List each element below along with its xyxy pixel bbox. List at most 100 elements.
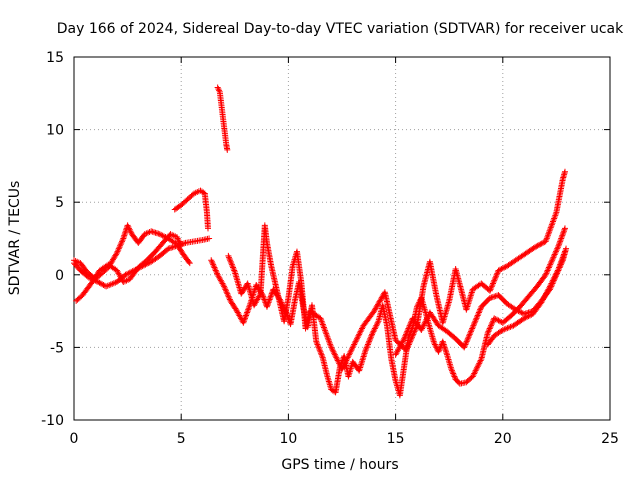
- x-tick-label: 20: [494, 431, 512, 447]
- data-point-marker: [362, 347, 369, 354]
- data-point-marker: [99, 281, 106, 288]
- data-point-marker: [92, 277, 99, 284]
- data-point-marker: [242, 313, 249, 320]
- data-point-marker: [369, 329, 376, 336]
- data-point-marker: [493, 271, 500, 278]
- data-point-marker: [556, 264, 563, 271]
- data-point-marker: [224, 146, 231, 153]
- data-point-marker: [221, 283, 228, 290]
- data-point-marker: [371, 325, 378, 332]
- data-point-marker: [341, 361, 348, 368]
- data-point-marker: [471, 370, 478, 377]
- data-point-marker: [113, 251, 120, 258]
- data-point-marker: [491, 315, 498, 322]
- series-track-g: [225, 168, 568, 373]
- data-point-marker: [267, 293, 274, 300]
- data-point-marker: [158, 231, 165, 238]
- data-point-marker: [230, 264, 237, 271]
- data-point-marker: [316, 345, 323, 352]
- data-point-marker: [555, 265, 562, 272]
- data-point-marker: [406, 322, 413, 329]
- data-point-marker: [100, 281, 107, 288]
- data-point-marker: [540, 239, 546, 246]
- plot-frame: [73, 56, 611, 421]
- data-point-marker: [471, 319, 478, 326]
- data-point-marker: [370, 328, 377, 335]
- data-point-marker: [405, 325, 412, 332]
- data-point-marker: [345, 353, 352, 360]
- data-point-marker: [559, 231, 566, 238]
- data-point-marker: [495, 317, 502, 324]
- data-point-marker: [435, 348, 442, 355]
- data-point-marker: [474, 312, 481, 319]
- data-point-marker: [466, 332, 473, 339]
- data-point-marker: [229, 263, 236, 270]
- data-point-marker: [551, 252, 558, 259]
- data-point-marker: [366, 338, 373, 345]
- data-point-marker: [470, 371, 477, 378]
- data-point-marker: [328, 345, 335, 352]
- data-point-marker: [432, 342, 439, 349]
- data-point-marker: [330, 348, 337, 355]
- data-point-marker: [133, 265, 140, 272]
- data-point-marker: [328, 344, 335, 351]
- data-point-marker: [319, 353, 326, 360]
- data-point-marker: [554, 244, 561, 251]
- series-track-b: [73, 231, 185, 304]
- data-point-marker: [268, 290, 275, 297]
- data-point-marker: [145, 260, 152, 267]
- data-point-marker: [448, 366, 455, 373]
- data-point-marker: [138, 263, 145, 270]
- data-point-marker: [185, 258, 192, 265]
- data-point-marker: [489, 281, 496, 288]
- data-point-marker: [560, 252, 567, 259]
- data-point-marker: [126, 225, 133, 232]
- data-point-marker: [526, 312, 533, 319]
- data-point-marker: [552, 271, 559, 278]
- data-point-marker: [537, 241, 544, 248]
- data-point-marker: [245, 305, 252, 312]
- data-point-marker: [538, 240, 545, 247]
- data-point-marker: [496, 266, 503, 273]
- data-point-marker: [95, 279, 102, 286]
- data-point-marker: [561, 225, 568, 232]
- data-point-marker: [474, 313, 481, 320]
- data-point-marker: [488, 283, 495, 290]
- data-point-marker: [546, 283, 553, 290]
- y-tick-label: 5: [55, 195, 64, 211]
- data-point-marker: [419, 324, 426, 331]
- data-point-marker: [549, 277, 556, 284]
- data-point-marker: [559, 255, 566, 262]
- data-point-marker: [209, 260, 216, 267]
- y-tick-label: -5: [50, 340, 64, 356]
- data-point-marker: [349, 345, 356, 352]
- data-point-marker: [512, 306, 519, 313]
- data-point-marker: [344, 356, 351, 363]
- data-point-marker: [463, 338, 470, 345]
- series-track-e: [214, 84, 231, 153]
- data-point-marker: [210, 261, 217, 268]
- data-point-marker: [344, 354, 351, 361]
- data-point-marker: [467, 329, 474, 336]
- data-point-marker: [560, 251, 567, 258]
- data-point-marker: [173, 234, 180, 241]
- data-point-marker: [476, 360, 483, 367]
- data-point-marker: [469, 325, 476, 332]
- data-point-marker: [472, 316, 479, 323]
- data-point-marker: [225, 252, 232, 259]
- data-point-marker: [469, 373, 476, 380]
- data-point-marker: [558, 257, 565, 264]
- data-point-marker: [116, 244, 123, 251]
- data-point-marker: [223, 287, 230, 294]
- data-point-marker: [546, 284, 553, 291]
- data-point-marker: [341, 360, 348, 367]
- data-point-marker: [354, 335, 361, 342]
- data-point-marker: [357, 328, 364, 335]
- data-point-marker: [313, 340, 320, 347]
- data-point-marker: [557, 238, 564, 245]
- data-point-marker: [402, 332, 409, 339]
- data-point-marker: [477, 306, 484, 313]
- data-point-marker: [119, 238, 126, 245]
- data-point-marker: [333, 356, 340, 363]
- data-point-marker: [353, 337, 360, 344]
